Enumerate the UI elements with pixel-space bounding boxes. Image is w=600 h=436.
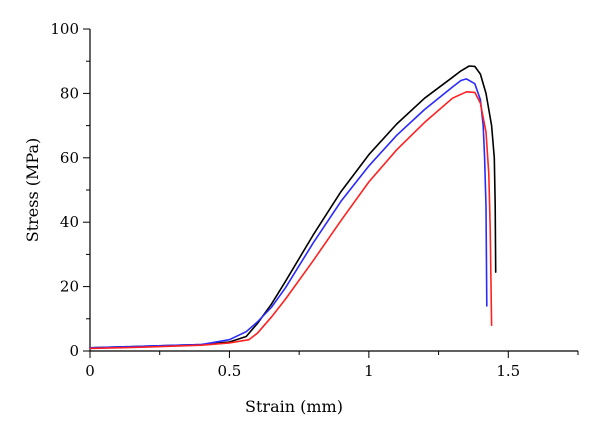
series-line-1	[89, 65, 497, 349]
x-axis-label: Strain (mm)	[245, 397, 343, 416]
x-tick-label: 0	[85, 362, 95, 380]
chart-axes: 0 0.5 1 1.5 0 20 40 60 80 100	[50, 20, 579, 380]
y-axis-label: Stress (MPa)	[23, 138, 42, 242]
y-tick-label: 40	[60, 213, 79, 231]
x-tick-label: 1	[364, 362, 374, 380]
y-tick-label: 100	[50, 20, 79, 38]
y-tick-label: 20	[60, 278, 79, 296]
y-tick-label: 0	[69, 342, 79, 360]
x-tick-label: 1.5	[496, 362, 520, 380]
x-tick-label: 0.5	[217, 362, 241, 380]
chart-series-layer	[89, 65, 497, 350]
y-tick-label: 80	[60, 84, 79, 102]
y-tick-label: 60	[60, 149, 79, 167]
series-line-3	[89, 91, 493, 350]
